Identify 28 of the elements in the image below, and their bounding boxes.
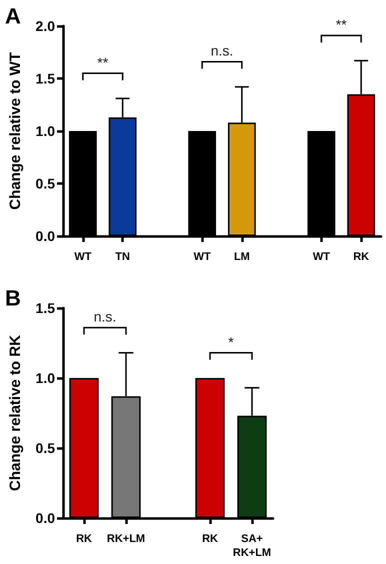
y-tick-label: 1.0 (36, 123, 56, 139)
annotation: ** (336, 16, 348, 32)
chart-title: A (5, 4, 21, 28)
annotation: ** (97, 54, 109, 70)
y-tick-label: 1.0 (36, 370, 56, 386)
y-tick-label: 1.5 (36, 300, 56, 316)
y-tick-label: 0.5 (36, 440, 56, 456)
x-tick-label: WT (194, 251, 211, 263)
chart-title: B (5, 286, 21, 310)
y-tick-label: 2.0 (36, 18, 56, 34)
y-tick-label: 0.0 (36, 510, 56, 526)
annotation: n.s. (94, 308, 116, 325)
x-tick-label: TN (115, 251, 130, 263)
x-tick-label: RK (202, 533, 218, 545)
x-tick-label: RK+LM (106, 533, 146, 545)
annotation: * (228, 334, 234, 350)
x-tick-label: RK (76, 533, 92, 545)
annotation: n.s. (210, 42, 234, 59)
x-tick-label: LM (234, 251, 250, 263)
y-tick-label: 1.5 (36, 70, 56, 86)
x-tick-label: RK (353, 251, 370, 263)
x-tick-label: SA+ RK+LM (232, 533, 272, 559)
y-axis-title: Change relative to WT (7, 52, 24, 210)
y-axis-title: Change relative to RK (7, 334, 24, 491)
y-tick-label: 0.5 (36, 176, 56, 192)
x-tick-label: WT (74, 251, 92, 263)
x-tick-label: WT (312, 251, 330, 263)
y-tick-label: 0.0 (36, 228, 56, 244)
